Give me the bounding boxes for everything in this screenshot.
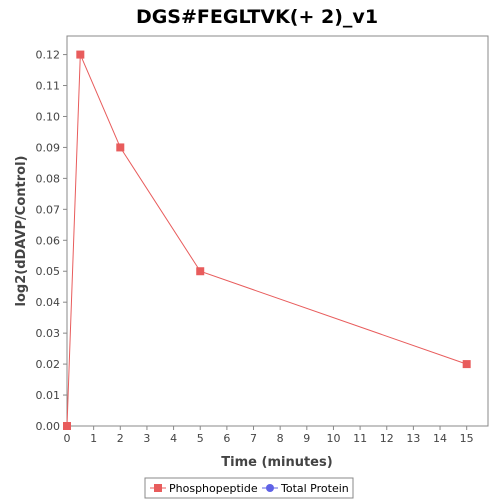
legend-total-protein-label: Total Protein xyxy=(280,482,349,495)
y-tick-label: 0.03 xyxy=(36,327,61,340)
data-point-phosphopeptide xyxy=(116,143,125,152)
y-tick-label: 0.02 xyxy=(36,358,61,371)
x-tick-label: 5 xyxy=(197,432,204,445)
series-layer xyxy=(63,50,471,430)
y-tick-label: 0.06 xyxy=(36,234,61,247)
y-tick-label: 0.04 xyxy=(36,296,61,309)
y-tick-label: 0.10 xyxy=(36,110,61,123)
data-point-phosphopeptide xyxy=(63,422,71,430)
chart-title: DGS#FEGLTVK(+ 2)_v1 xyxy=(136,6,378,28)
y-tick-label: 0.07 xyxy=(36,203,61,216)
x-tick-label: 10 xyxy=(326,432,340,445)
x-tick-label: 1 xyxy=(90,432,97,445)
x-tick-label: 11 xyxy=(353,432,367,445)
data-point-phosphopeptide xyxy=(76,50,85,59)
y-tick-label: 0.09 xyxy=(36,141,61,154)
x-tick-label: 0 xyxy=(64,432,71,445)
x-tick-label: 12 xyxy=(380,432,394,445)
y-tick-label: 0.08 xyxy=(36,172,61,185)
legend-total-protein-marker xyxy=(266,484,274,492)
y-axis-label: log2(dDAVP/Control) xyxy=(14,156,29,307)
x-tick-label: 8 xyxy=(277,432,284,445)
y-tick-label: 0.05 xyxy=(36,265,61,278)
x-tick-label: 4 xyxy=(170,432,177,445)
x-tick-label: 15 xyxy=(460,432,474,445)
legend-phosphopeptide-marker xyxy=(154,484,162,492)
x-tick-label: 7 xyxy=(250,432,257,445)
data-point-phosphopeptide xyxy=(196,267,205,276)
x-axis: 0 1 2 3 4 5 6 7 8 9 10 11 12 13 14 15 xyxy=(64,426,474,445)
legend-box xyxy=(144,477,354,499)
x-tick-label: 13 xyxy=(406,432,420,445)
plot-area xyxy=(66,35,489,427)
y-tick-label: 0.00 xyxy=(36,420,61,433)
y-tick-label: 0.01 xyxy=(36,389,61,402)
x-tick-label: 6 xyxy=(223,432,230,445)
x-axis-label: Time (minutes) xyxy=(221,455,332,470)
y-axis: 0.00 0.01 0.02 0.03 0.04 0.05 0.06 0.07 0.08 0.09… xyxy=(36,49,67,433)
y-tick-label: 0.12 xyxy=(36,49,61,62)
y-tick-label: 0.11 xyxy=(36,80,61,93)
x-tick-label: 2 xyxy=(117,432,124,445)
x-tick-label: 3 xyxy=(143,432,150,445)
legend-phosphopeptide-label: Phosphopeptide xyxy=(169,482,258,495)
data-point-phosphopeptide xyxy=(462,360,471,369)
x-tick-label: 14 xyxy=(433,432,447,445)
legend: Phosphopeptide Total Protein xyxy=(144,477,354,499)
x-tick-label: 9 xyxy=(303,432,310,445)
